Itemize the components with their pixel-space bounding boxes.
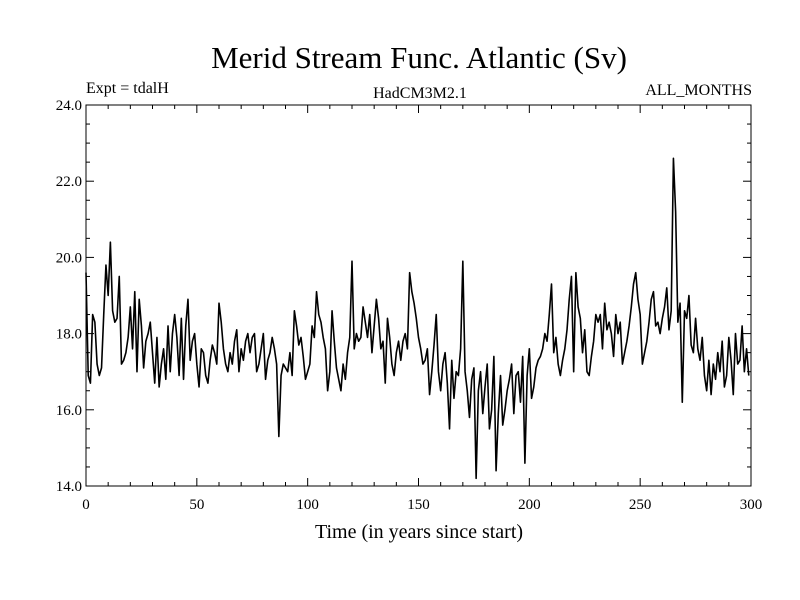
subtitle-experiment: Expt = tdalH [86, 80, 169, 97]
x-tick-label: 0 [82, 497, 90, 513]
x-tick-label: 300 [740, 497, 763, 513]
subtitle-months: ALL_MONTHS [645, 82, 752, 99]
x-tick-label: 150 [407, 497, 430, 513]
subtitle-model: HadCM3M2.1 [373, 85, 467, 102]
y-tick-label: 16.0 [56, 403, 82, 419]
chart-title: Merid Stream Func. Atlantic (Sv) [211, 40, 627, 75]
x-tick-label: 50 [189, 497, 204, 513]
y-tick-label: 18.0 [56, 327, 82, 343]
y-axis: 14.0 16.0 18.0 20.0 22.0 24.0 [56, 98, 751, 495]
y-tick-label: 22.0 [56, 174, 82, 190]
y-tick-label: 20.0 [56, 250, 82, 266]
x-axis: 0 50 100 150 200 250 300 [82, 105, 762, 513]
y-tick-label: 14.0 [56, 479, 82, 495]
x-tick-label: 100 [296, 497, 319, 513]
x-tick-label: 200 [518, 497, 541, 513]
data-series-line [85, 157, 750, 480]
plot-frame [85, 104, 752, 487]
x-axis-label: Time (in years since start) [315, 521, 523, 543]
y-tick-label: 24.0 [56, 98, 82, 114]
x-tick-label: 250 [629, 497, 652, 513]
